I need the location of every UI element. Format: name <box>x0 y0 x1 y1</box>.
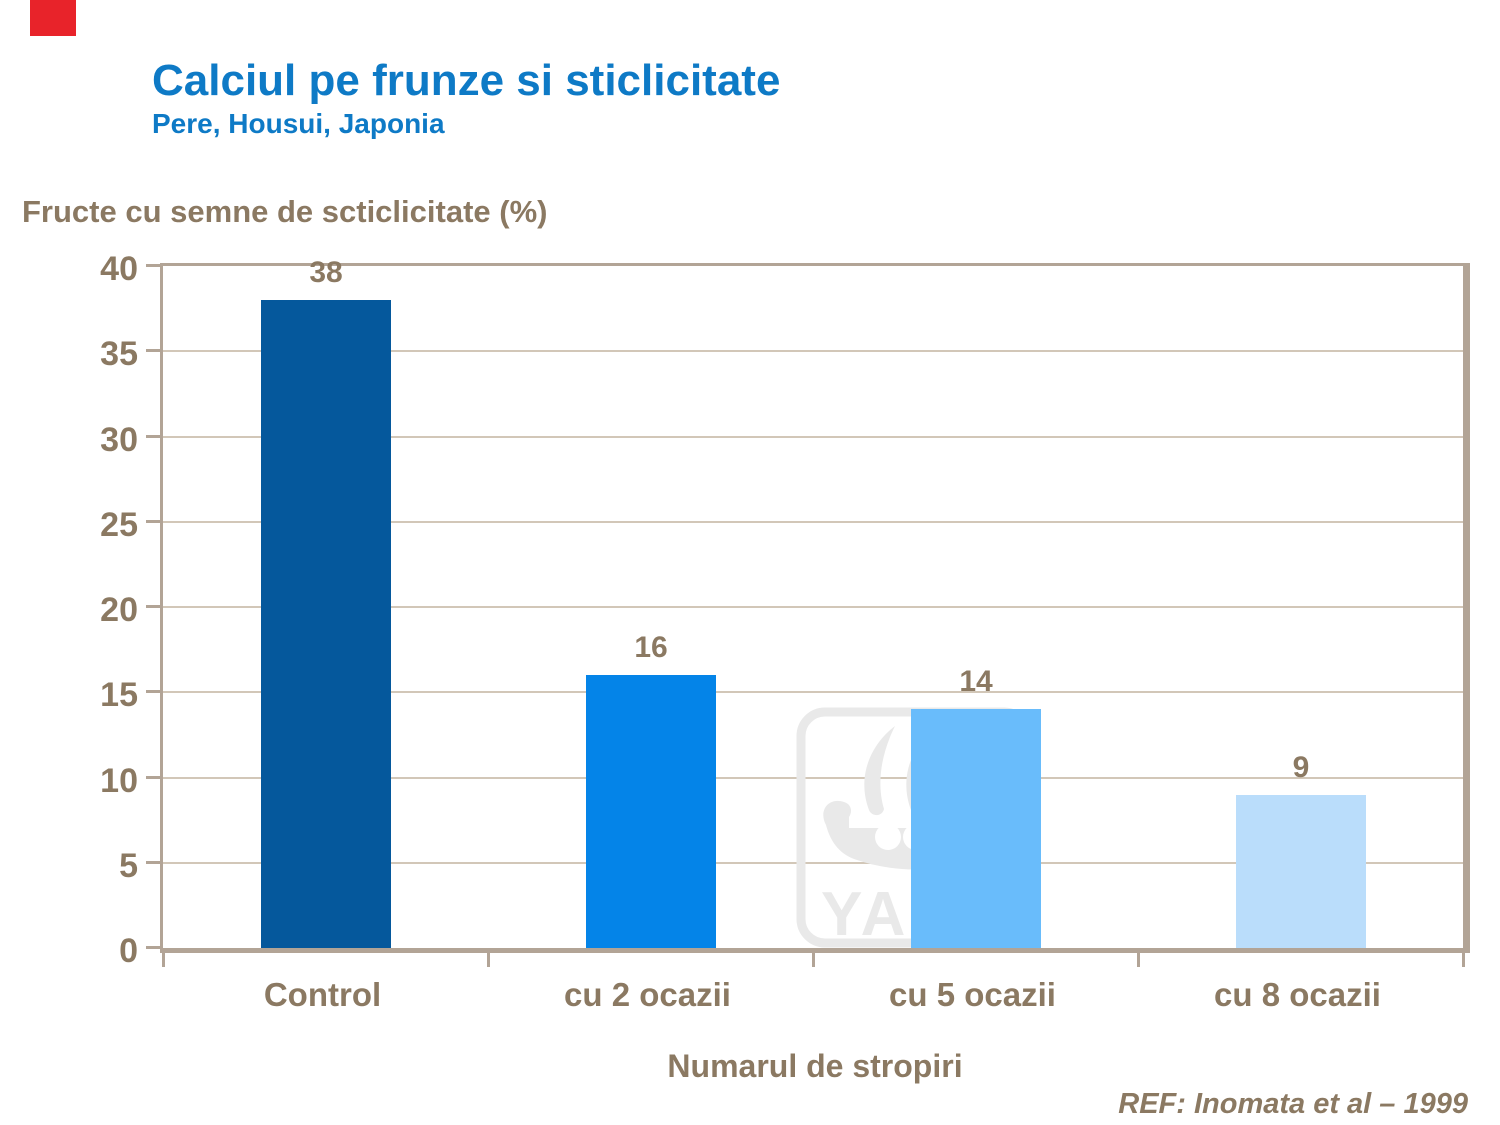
y-axis-tick <box>146 946 161 949</box>
x-axis-tick <box>812 952 815 967</box>
y-axis-tick <box>146 264 161 267</box>
x-axis-category-labels: Control cu 2 ocazii cu 5 ocazii cu 8 ocazii <box>160 976 1470 1020</box>
x-axis-tick <box>162 952 165 967</box>
category-label: cu 2 ocazii <box>564 976 731 1013</box>
gridline <box>163 520 1463 523</box>
x-axis-tick <box>1462 952 1465 967</box>
bar-cu 8 ocazii <box>1236 795 1366 948</box>
bar-cu 5 ocazii <box>911 709 1041 948</box>
bar-value-label: 9 <box>1292 751 1310 784</box>
gridline <box>163 861 1463 864</box>
y-axis-tick <box>146 519 161 523</box>
y-axis-tick <box>146 434 161 438</box>
page-subtitle: Pere, Housui, Japonia <box>152 107 445 139</box>
y-axis-tick-labels: 0 5 10 15 20 25 30 35 40 <box>0 252 138 968</box>
gridline <box>163 435 1463 438</box>
bar-value-label: 16 <box>634 631 668 664</box>
reference-citation: REF: Inomata et al – 1999 <box>1118 1088 1468 1120</box>
x-axis-tick <box>487 952 490 967</box>
bar-value-label: 38 <box>309 256 343 289</box>
red-corner-marker <box>30 0 76 36</box>
y-axis-tick <box>146 690 161 694</box>
gridline <box>163 350 1463 353</box>
y-tick-label: 30 <box>100 420 138 459</box>
y-tick-label: 15 <box>100 676 138 715</box>
y-tick-label: 40 <box>100 250 138 288</box>
y-axis-tick <box>146 775 161 779</box>
y-axis-tick <box>146 860 161 864</box>
y-tick-label: 20 <box>100 591 138 629</box>
y-axis-tick <box>146 605 161 608</box>
title-block: Calciul pe frunze si sticlicitate Pere, … <box>152 56 780 140</box>
y-axis-title: Fructe cu semne de scticlicitate (%) <box>22 194 548 229</box>
bar-Control <box>261 300 391 948</box>
bar-cu 2 ocazii <box>586 675 716 948</box>
y-tick-label: 0 <box>119 932 138 970</box>
category-label: Control <box>263 976 382 1013</box>
page-title: Calciul pe frunze si sticlicitate <box>152 56 781 105</box>
gridline <box>163 606 1463 608</box>
x-axis-tick <box>1137 952 1140 967</box>
x-axis-title: Numarul de stropiri <box>667 1048 963 1084</box>
category-label: cu 5 ocazii <box>889 976 1056 1013</box>
gridline <box>163 776 1463 779</box>
y-tick-label: 5 <box>119 846 138 885</box>
category-label: cu 8 ocazii <box>1214 976 1381 1013</box>
y-tick-label: 35 <box>100 335 138 374</box>
y-tick-label: 10 <box>100 761 138 800</box>
y-axis-tick <box>146 349 161 353</box>
bar-value-label: 14 <box>959 665 993 698</box>
gridline <box>163 691 1463 694</box>
y-tick-label: 25 <box>100 505 138 544</box>
